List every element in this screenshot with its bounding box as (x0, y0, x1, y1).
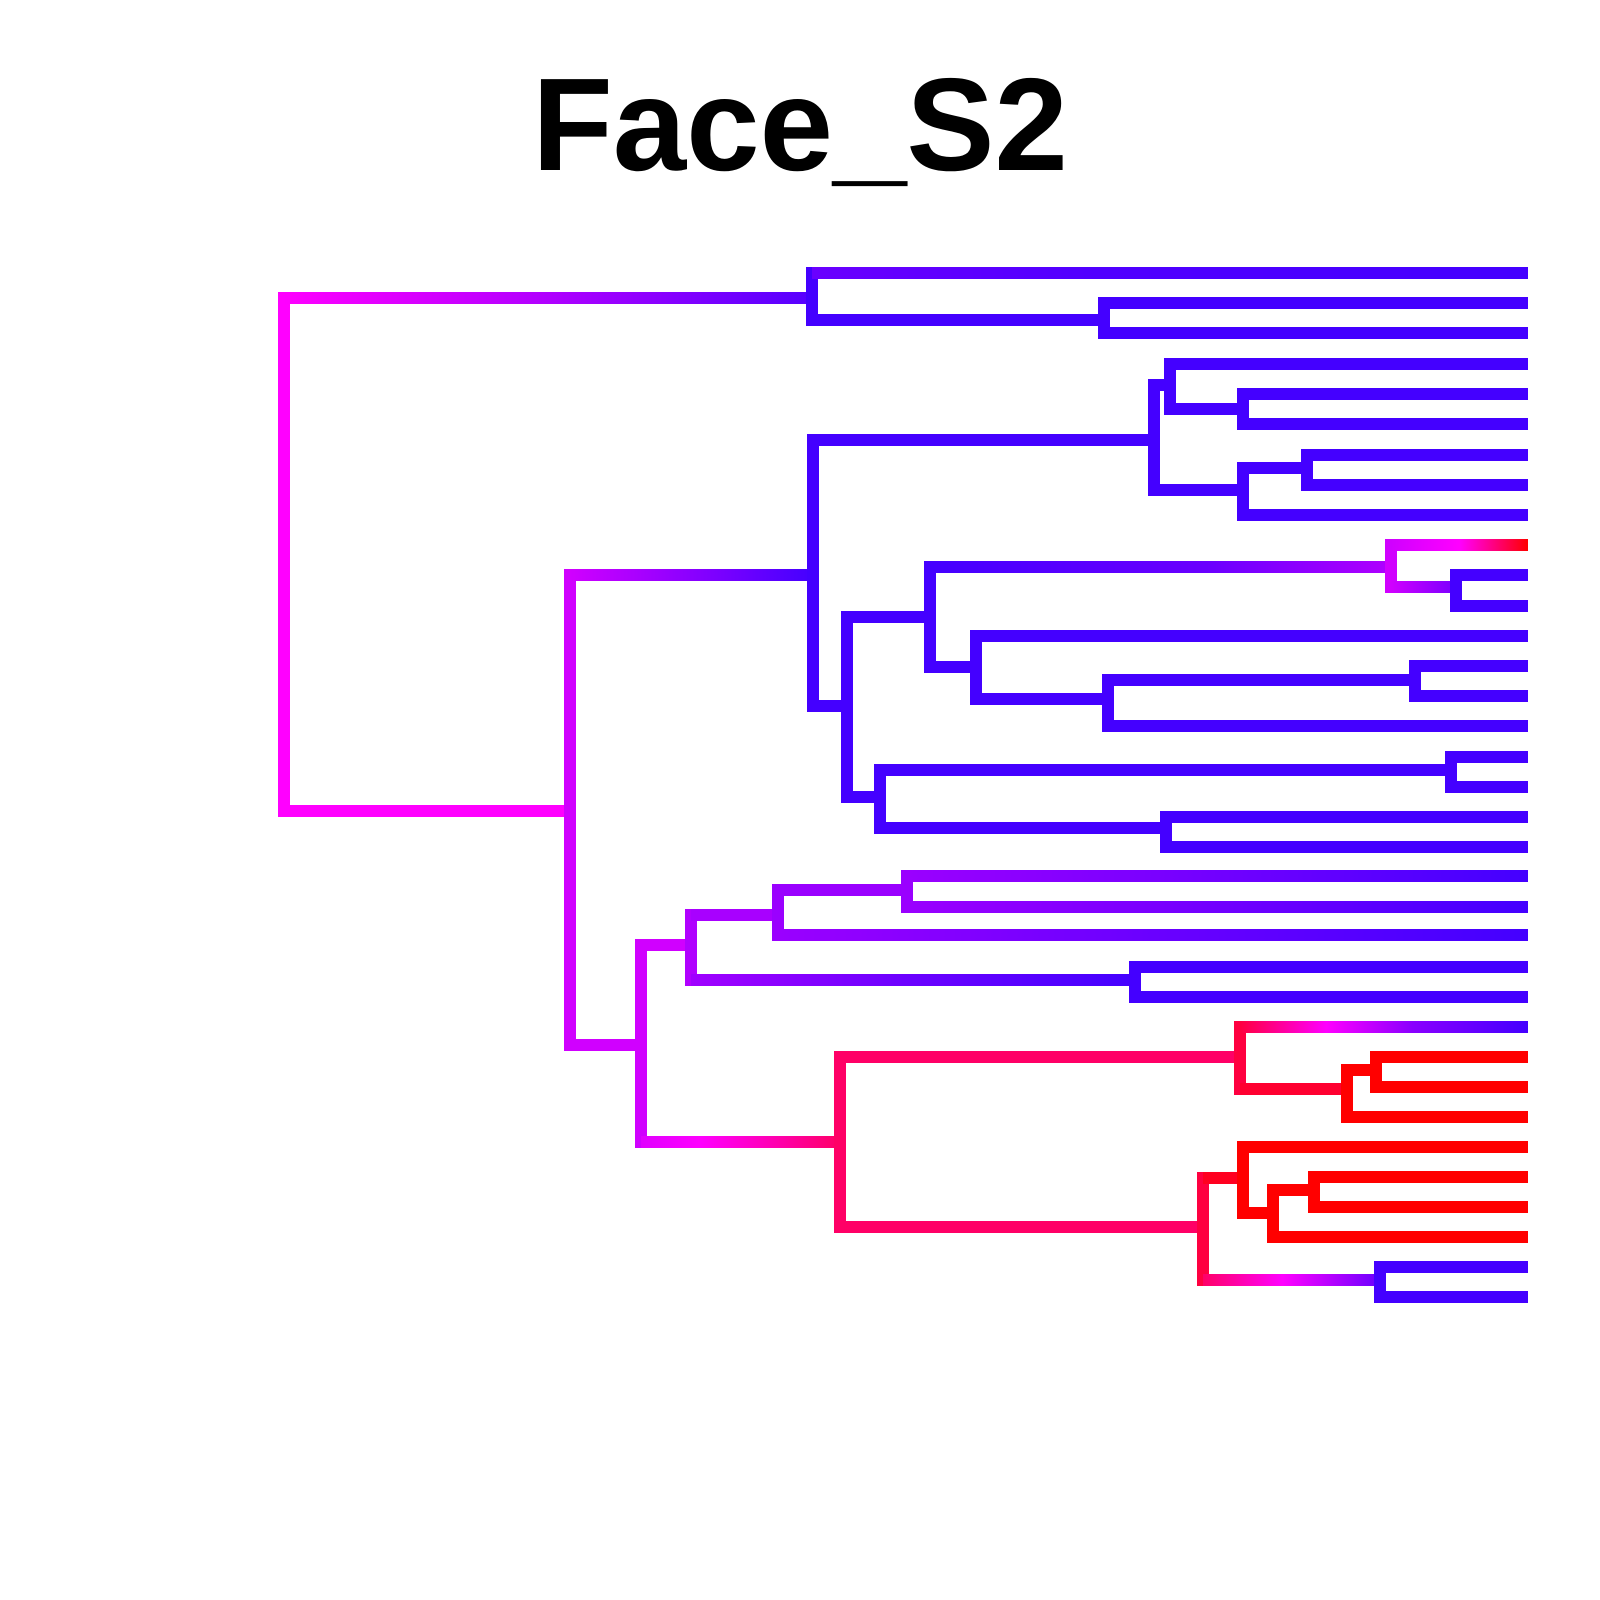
tree-branch-vertical (924, 561, 936, 673)
figure-title: Face_S2 (532, 51, 1068, 198)
tree-branch-horizontal (847, 791, 880, 803)
tree-branch-horizontal (1451, 751, 1528, 763)
tree-branch-horizontal (840, 1221, 1203, 1233)
tree-branch-vertical (1237, 462, 1249, 521)
tree-branch-horizontal (570, 1039, 641, 1051)
tree-branch-horizontal (847, 611, 930, 623)
tree-branch-vertical (1102, 674, 1114, 732)
tree-branch-horizontal (812, 314, 1104, 326)
tree-branch-vertical (1197, 1172, 1209, 1286)
tree-branches (278, 267, 1528, 1303)
tree-branch-horizontal (1391, 539, 1528, 551)
tree-branch-horizontal (1243, 509, 1528, 521)
tree-branch-horizontal (907, 901, 1528, 913)
tree-branch-horizontal (1451, 781, 1528, 793)
tree-branch-horizontal (1243, 1207, 1273, 1219)
tree-branch-horizontal (1170, 358, 1528, 370)
tree-branch-horizontal (1203, 1274, 1380, 1286)
tree-branch-vertical (1237, 1141, 1249, 1219)
tree-branch-horizontal (812, 267, 1528, 279)
tree-branch-horizontal (691, 909, 778, 921)
tree-branch-horizontal (641, 1136, 840, 1148)
tree-branch-horizontal (1240, 1083, 1347, 1095)
tree-branch-horizontal (1347, 1064, 1376, 1076)
tree-branch-horizontal (1376, 1051, 1528, 1063)
tree-branch-horizontal (907, 870, 1528, 882)
tree-branch-horizontal (1104, 297, 1528, 309)
tree-branch-vertical (564, 569, 576, 1051)
tree-branch-horizontal (1456, 600, 1528, 612)
tree-branch-vertical (1267, 1184, 1279, 1243)
tree-branch-horizontal (284, 292, 812, 304)
tree-branch-vertical (970, 630, 982, 705)
tree-branch-horizontal (1135, 961, 1528, 973)
tree-branch-horizontal (1170, 403, 1243, 415)
tree-branch-vertical (685, 909, 697, 986)
tree-branch-horizontal (1307, 479, 1528, 491)
tree-branch-horizontal (691, 974, 1135, 986)
tree-branch-horizontal (976, 630, 1528, 642)
tree-branch-horizontal (1104, 327, 1528, 339)
tree-branch-vertical (1341, 1064, 1353, 1123)
tree-branch-vertical (874, 764, 886, 834)
tree-branch-horizontal (1166, 841, 1528, 853)
tree-branch-horizontal (976, 693, 1108, 705)
tree-branch-horizontal (1243, 388, 1528, 400)
tree-branch-horizontal (1380, 1291, 1528, 1303)
tree-branch-horizontal (1415, 660, 1528, 672)
tree-branch-horizontal (778, 884, 907, 896)
tree-branch-horizontal (1347, 1111, 1528, 1123)
tree-branch-horizontal (813, 434, 1154, 446)
tree-branch-horizontal (880, 764, 1451, 776)
tree-branch-horizontal (930, 561, 1391, 573)
tree-branch-horizontal (1154, 484, 1243, 496)
tree-branch-horizontal (1415, 690, 1528, 702)
tree-branch-vertical (806, 267, 818, 326)
tree-branch-vertical (841, 611, 853, 803)
tree-branch-horizontal (930, 661, 976, 673)
tree-branch-vertical (807, 434, 819, 712)
tree-branch-horizontal (1166, 811, 1528, 823)
tree-branch-horizontal (840, 1051, 1240, 1063)
tree-branch-vertical (1164, 358, 1176, 415)
tree-branch-horizontal (1314, 1201, 1528, 1213)
tree-branch-horizontal (284, 805, 570, 817)
tree-branch-horizontal (1456, 569, 1528, 581)
tree-branch-vertical (278, 292, 290, 817)
tree-branch-horizontal (570, 569, 813, 581)
tree-branch-vertical (635, 939, 647, 1148)
tree-branch-horizontal (1243, 462, 1307, 474)
tree-branch-horizontal (1243, 418, 1528, 430)
tree-branch-horizontal (641, 939, 691, 951)
tree-branch-horizontal (1273, 1231, 1528, 1243)
tree-branch-vertical (1234, 1021, 1246, 1095)
tree-branch-horizontal (1108, 674, 1415, 686)
tree-branch-vertical (772, 884, 784, 941)
tree-branch-vertical (834, 1051, 846, 1233)
tree-branch-horizontal (1376, 1081, 1528, 1093)
tree-branch-horizontal (813, 700, 847, 712)
tree-branch-horizontal (1307, 449, 1528, 461)
tree-branch-horizontal (1108, 720, 1528, 732)
tree-branch-horizontal (1391, 581, 1456, 593)
tree-branch-horizontal (1203, 1172, 1243, 1184)
tree-branch-vertical (1385, 539, 1397, 593)
tree-branch-horizontal (778, 929, 1528, 941)
tree-branch-horizontal (1135, 991, 1528, 1003)
tree-branch-horizontal (880, 822, 1166, 834)
tree-branch-horizontal (1380, 1261, 1528, 1273)
tree-branch-horizontal (1273, 1184, 1314, 1196)
tree-branch-horizontal (1243, 1141, 1528, 1153)
tree-branch-horizontal (1240, 1021, 1528, 1033)
tree-branch-vertical (1148, 379, 1160, 496)
tree-branch-horizontal (1314, 1171, 1528, 1183)
